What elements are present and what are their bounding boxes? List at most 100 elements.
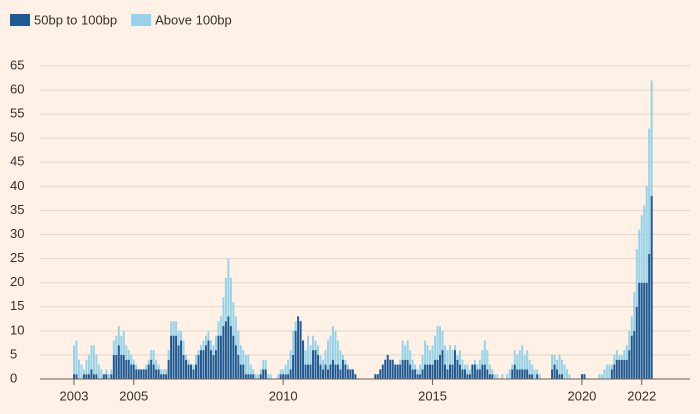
bar [294,321,297,331]
bar [249,364,252,375]
bar [628,330,631,351]
bar [234,316,237,346]
bar [516,354,519,370]
bar [466,364,469,375]
bar [334,330,337,365]
bar [386,354,389,379]
bar [336,364,339,379]
bar [107,374,110,379]
bar [287,374,290,379]
bar [399,364,402,379]
bar [426,345,429,365]
bar [536,374,539,379]
bar [528,359,531,375]
bar [613,354,616,365]
bar [526,350,529,370]
bar [145,369,148,379]
bar [187,364,190,379]
bar [483,364,486,379]
bar [319,354,322,365]
bar [85,374,88,379]
bar [429,350,432,365]
bar [160,374,163,379]
y-tick-label: 10 [10,322,24,337]
bar [451,364,454,379]
bar [120,354,123,379]
bar [229,326,232,379]
bar [292,354,295,379]
bar [132,359,135,365]
bar [640,282,643,379]
bar [110,369,113,375]
bar [618,354,621,360]
bar [396,364,399,379]
bar [483,340,486,365]
bar [615,350,618,360]
bar [628,350,631,379]
bar [264,359,267,370]
bar [603,369,606,379]
bar [312,335,315,351]
bar [401,359,404,379]
bar [185,354,188,360]
bar [224,277,227,322]
bar [518,350,521,370]
bar [304,350,307,365]
bar [267,374,270,379]
bar [152,350,155,365]
bar [526,369,529,379]
bar [486,369,489,379]
y-tick-label: 0 [10,370,17,385]
bar [458,350,461,365]
bar [195,354,198,365]
bar [322,369,324,379]
bar [242,364,245,379]
bar [536,369,539,375]
bar [379,369,382,379]
bar [451,350,454,365]
bar [583,374,586,379]
legend-label: Above 100bp [155,12,232,27]
bar [209,340,212,351]
bar [538,374,541,379]
bar [349,369,352,379]
bar [167,350,170,360]
bar [623,350,626,360]
bar [620,359,623,379]
bar [633,292,636,331]
bar [326,369,329,379]
bar [533,369,536,379]
bar [553,354,556,365]
bar [511,369,514,379]
bar [117,326,120,346]
bar [384,359,387,379]
bar [404,359,407,379]
bar [284,364,287,375]
bar [234,345,237,379]
bar [638,282,641,379]
bar [374,374,377,379]
bar [219,335,222,379]
bar [314,340,317,351]
bar [518,369,521,379]
bar [411,369,414,379]
bar [456,359,459,379]
bar [516,369,519,379]
bar [630,316,633,336]
bar [170,321,173,336]
bar [150,350,153,360]
bar [112,354,115,379]
bar [404,345,407,360]
bar [615,359,618,379]
bar [491,374,494,379]
bar [414,369,417,379]
bar [172,321,175,336]
bar [531,364,534,375]
bar [182,340,185,355]
bar [556,369,559,379]
bar [650,196,653,379]
bar [401,340,404,360]
bar [135,364,138,370]
bar [202,350,205,379]
bar [160,369,163,375]
